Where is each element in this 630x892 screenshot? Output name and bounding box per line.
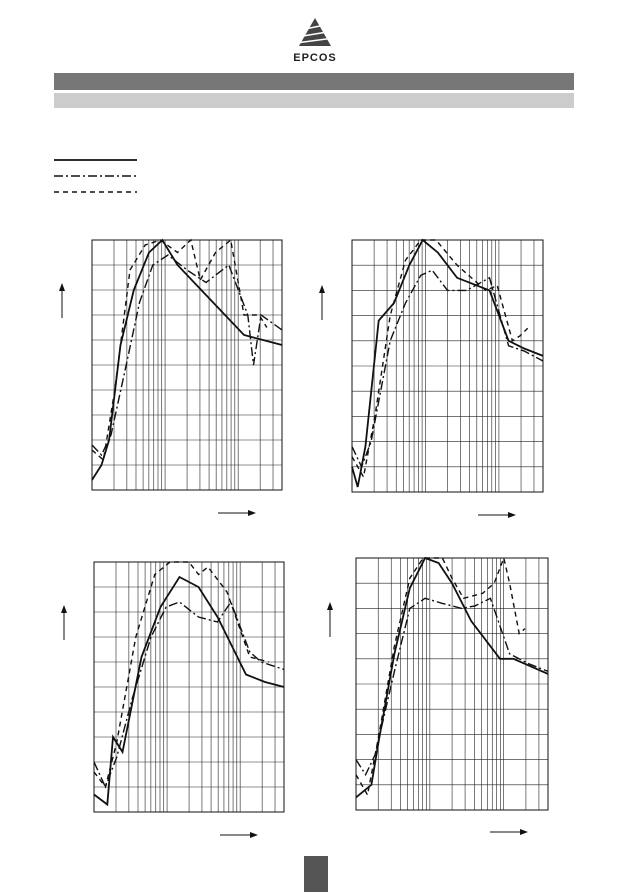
grid <box>92 240 282 490</box>
grid <box>352 240 543 492</box>
curve <box>91 238 268 462</box>
arrow-head <box>61 605 67 613</box>
frame <box>355 557 549 811</box>
grid <box>356 558 548 810</box>
subheader-bar <box>54 93 574 108</box>
curve <box>93 575 285 807</box>
logo-text: EPCOS <box>293 52 337 64</box>
chart-4 <box>327 555 549 835</box>
arrow-head <box>319 285 325 293</box>
frame <box>351 239 544 493</box>
arrow-head <box>508 512 516 518</box>
chart-2 <box>319 238 544 518</box>
curve <box>355 555 526 797</box>
curve <box>93 561 269 789</box>
logo: EPCOS <box>293 18 337 64</box>
chart-3 <box>61 561 285 838</box>
frame <box>91 239 283 491</box>
curve <box>91 254 283 457</box>
legend-lines <box>54 159 137 193</box>
curve <box>351 269 544 469</box>
chart-1 <box>59 238 283 516</box>
arrow-head <box>327 602 333 610</box>
grid <box>94 562 284 812</box>
page-number-box <box>304 856 328 892</box>
curve <box>93 600 285 789</box>
header-bar <box>54 73 574 90</box>
arrow-head <box>248 510 256 516</box>
charts <box>59 238 549 838</box>
arrow-head <box>520 829 528 835</box>
curve <box>355 556 549 799</box>
curve <box>351 239 529 479</box>
arrow-head <box>250 832 258 838</box>
arrow-head <box>59 283 65 291</box>
